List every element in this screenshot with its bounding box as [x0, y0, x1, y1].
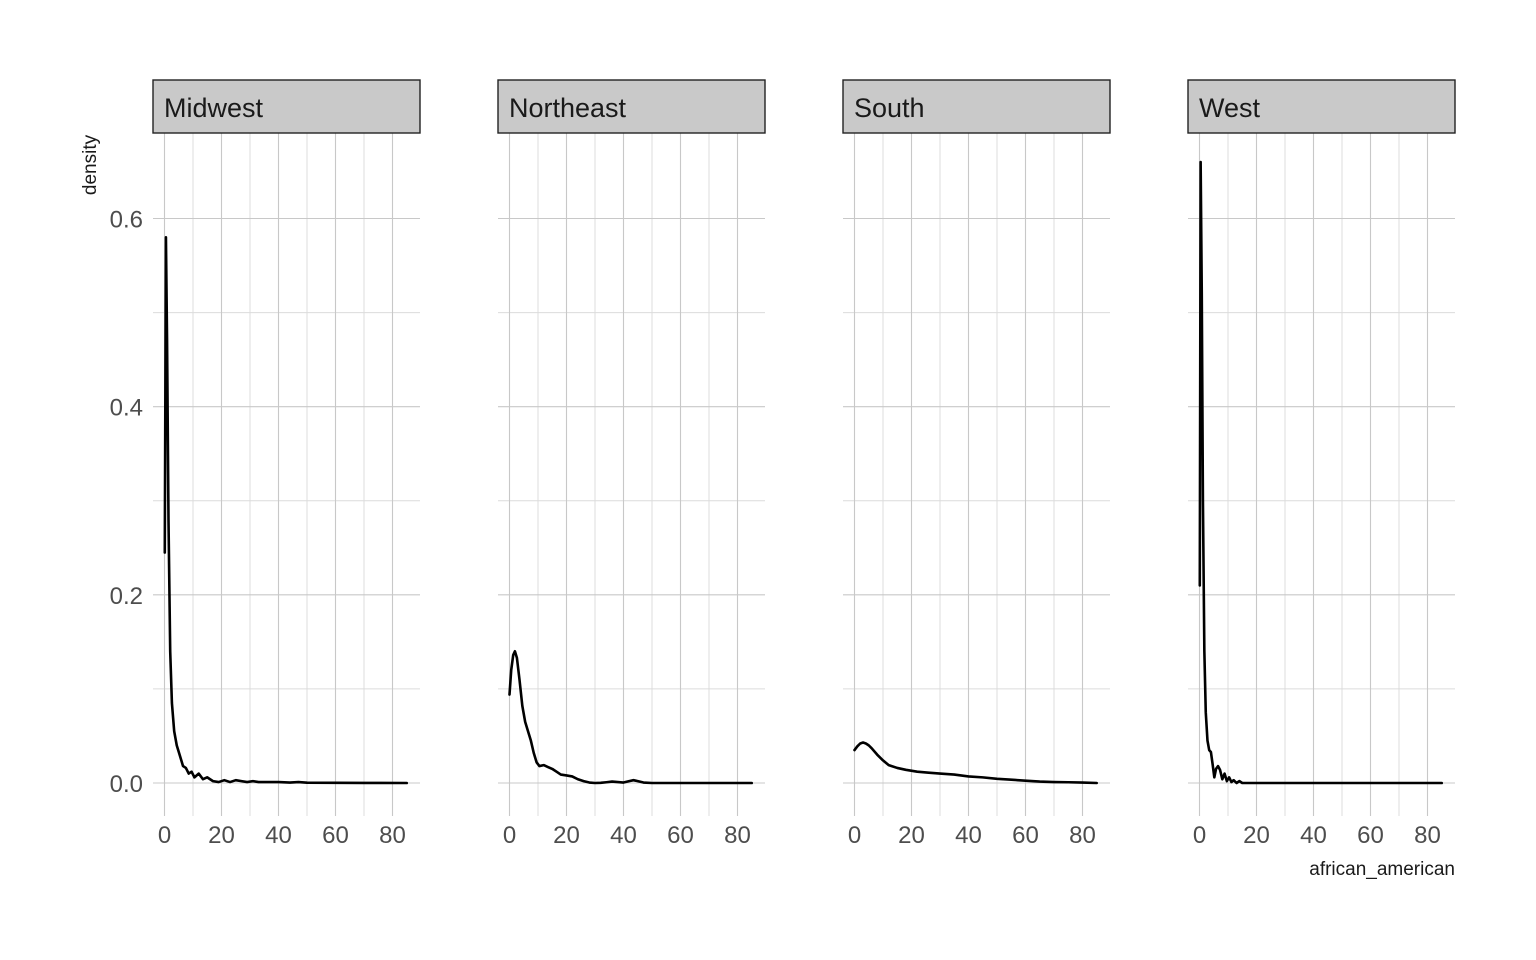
density-line-northeast: [508, 649, 754, 785]
x-tick-label: 40: [265, 822, 292, 849]
y-axis-layer: 0.0 0.2 0.4 0.6: [110, 207, 143, 799]
facet-strip-label: Midwest: [164, 93, 264, 123]
x-tick-label: 80: [724, 822, 751, 849]
panel-northeast: Northeast 0 20 40 60 80: [497, 79, 766, 849]
panel-south: South 0 20 40 60 80: [842, 79, 1111, 849]
facet-strip: [1187, 79, 1456, 134]
x-tick-label: 0: [503, 822, 516, 849]
x-tick-label: 20: [1243, 822, 1270, 849]
facet-strip-label: Northeast: [509, 93, 627, 123]
y-tick-label: 0.0: [110, 771, 143, 798]
facet-strip: [497, 79, 766, 134]
x-tick-label: 60: [1012, 822, 1039, 849]
x-axis-title: african_american: [1309, 859, 1455, 880]
x-tick-label: 60: [322, 822, 349, 849]
x-tick-label: 20: [208, 822, 235, 849]
x-tick-label: 0: [848, 822, 861, 849]
y-axis-title: density: [80, 134, 101, 195]
panel-midwest: Midwest 0 20 40 60 80: [152, 79, 421, 849]
facet-strip-label: South: [854, 93, 925, 123]
panels-layer: Midwest 0 20 40 60 80 Northeast 0 20 40 60 80 South 0…: [152, 79, 1456, 849]
x-tick-label: 60: [1357, 822, 1384, 849]
x-tick-label: 0: [1193, 822, 1206, 849]
y-tick-label: 0.2: [110, 583, 143, 610]
x-tick-label: 0: [158, 822, 171, 849]
x-tick-label: 40: [610, 822, 637, 849]
x-tick-label: 80: [379, 822, 406, 849]
density-line-south: [853, 741, 1099, 785]
y-tick-label: 0.6: [110, 207, 143, 234]
x-tick-label: 60: [667, 822, 694, 849]
facet-strip: [842, 79, 1111, 134]
x-tick-label: 40: [955, 822, 982, 849]
density-line-midwest: [163, 236, 409, 785]
facet-strip-label: West: [1199, 93, 1261, 123]
x-tick-label: 20: [898, 822, 925, 849]
y-tick-label: 0.4: [110, 395, 143, 422]
density-line-west: [1198, 160, 1444, 785]
facet-strip: [152, 79, 421, 134]
x-tick-label: 20: [553, 822, 580, 849]
x-tick-label: 80: [1069, 822, 1096, 849]
x-tick-label: 80: [1414, 822, 1441, 849]
panel-west: West 0 20 40 60 80: [1187, 79, 1456, 849]
x-tick-label: 40: [1300, 822, 1327, 849]
